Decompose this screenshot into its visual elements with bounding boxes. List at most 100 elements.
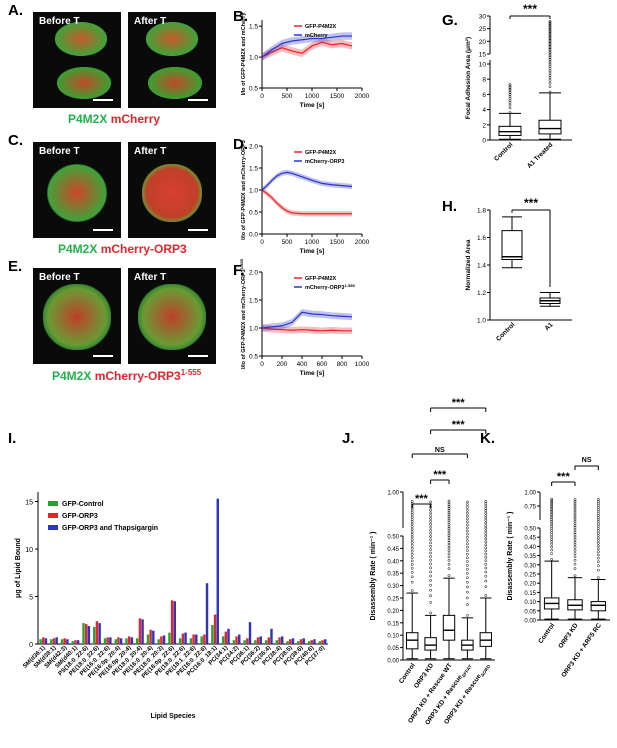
- g-control-outlier: [508, 83, 512, 86]
- outliers-0-outlier: [550, 497, 554, 501]
- outliers-1-outlier: [429, 522, 432, 526]
- outliers-2-outlier: [447, 541, 451, 545]
- g-control-outlier: [508, 106, 512, 110]
- bar-GFP-ORP3: [192, 634, 195, 644]
- y-tick-label: 15: [479, 52, 487, 59]
- outliers-2-outlier: [447, 508, 451, 512]
- outliers-0-outlier: [410, 513, 414, 517]
- g-a1-outlier: [548, 56, 552, 59]
- outliers-1-outlier: [573, 543, 577, 547]
- outliers-1-outlier: [429, 508, 432, 512]
- bar-GFP-Control: [297, 641, 300, 644]
- outliers-2-outlier: [447, 503, 451, 506]
- outliers-4-outlier: [484, 519, 488, 522]
- g-a1-outlier: [548, 79, 552, 82]
- outliers-2-outlier: [447, 562, 451, 566]
- outliers-1-outlier: [573, 498, 577, 501]
- g-a1-outlier: [548, 38, 552, 42]
- caption-red: mCherry-ORP3: [100, 242, 187, 256]
- sig-bracket-j2-label: ***: [433, 469, 447, 481]
- y-tick-label: 0.10: [524, 600, 536, 606]
- g-a1-outlier: [548, 30, 552, 34]
- outliers-3-outlier: [466, 596, 469, 600]
- g-control-outlier: [508, 93, 512, 96]
- g-control-outlier: [508, 101, 512, 104]
- outliers-2-outlier: [447, 529, 451, 533]
- y-tick-label: 1.00: [524, 491, 536, 497]
- outliers-3-outlier: [466, 523, 469, 527]
- y-tick-label: 0.15: [524, 591, 536, 597]
- bar-GFP-Control: [232, 640, 236, 644]
- outliers-4-outlier: [484, 574, 488, 578]
- outliers-1-outlier: [429, 525, 432, 529]
- outliers-3-outlier: [466, 564, 469, 567]
- outliers-4-outlier: [484, 543, 488, 547]
- outliers-0-outlier: [410, 518, 414, 521]
- bar-GFP-ORP3 and Thapsigargin: [87, 625, 91, 644]
- bar-GFP-ORP3 and Thapsigargin: [248, 622, 252, 644]
- outliers-3-outlier: [466, 517, 469, 521]
- outliers-3-outlier: [466, 572, 469, 575]
- bar-GFP-ORP3 and Thapsigargin: [130, 637, 134, 644]
- x-axis-label: Time [s]: [300, 370, 325, 377]
- g-a1-outlier: [548, 54, 552, 58]
- outliers-1-outlier: [429, 535, 432, 538]
- outliers-2-outlier: [447, 510, 451, 514]
- outliers-2-outlier: [596, 527, 600, 530]
- bar-GFP-ORP3 and Thapsigargin: [184, 632, 187, 644]
- before-label: Before T: [39, 272, 80, 283]
- bar-GFP-ORP3: [170, 600, 174, 644]
- y-tick-label: 1.6: [477, 235, 486, 242]
- g-control-outlier: [508, 87, 512, 91]
- outliers-2-outlier: [447, 552, 451, 556]
- outliers-2-outlier: [447, 527, 451, 530]
- outliers-2-outlier: [596, 553, 600, 557]
- outliers-2-outlier: [447, 536, 451, 540]
- y-axis-label: I/Io of GFP-P4M2X and mCherry: [241, 12, 247, 96]
- bar-GFP-ORP3: [74, 640, 77, 644]
- outliers-0-outlier: [550, 552, 554, 555]
- x-tick-label: 1500: [330, 239, 345, 246]
- bar-GFP-ORP3: [127, 636, 131, 644]
- g-a1-outlier: [548, 19, 552, 23]
- outliers-0-outlier: [410, 508, 414, 512]
- y-axis-label: Normalized Area: [465, 239, 472, 290]
- scale-bar: [93, 229, 113, 231]
- y-tick-label: 1.5: [249, 166, 258, 173]
- x-axis-label: Lipid Species: [150, 713, 195, 720]
- outliers-2-outlier: [447, 534, 451, 537]
- category-label: A1 Treated: [526, 141, 554, 169]
- y-tick-label: 0.40: [524, 545, 536, 551]
- outliers-2-outlier: [596, 539, 600, 542]
- outliers-0-outlier: [550, 535, 554, 539]
- after-label: After T: [134, 146, 167, 157]
- panel-letter-b: B.: [233, 8, 248, 25]
- box-Control-box: [501, 230, 523, 260]
- y-tick-label: 0.35: [524, 554, 536, 560]
- outliers-0-outlier: [550, 518, 554, 521]
- outliers-4-outlier: [484, 579, 488, 583]
- outliers-0-outlier: [410, 515, 414, 519]
- outliers-1-outlier: [429, 528, 432, 532]
- micrograph-a-before: Before T: [33, 12, 121, 108]
- outliers-2-outlier: [596, 501, 600, 505]
- outliers-4-outlier: [484, 552, 488, 556]
- bar-GFP-ORP3: [181, 633, 185, 644]
- caption-green: P4M2X: [68, 112, 108, 126]
- panel-letter-h: H.: [442, 198, 457, 215]
- outliers-0-outlier: [550, 548, 554, 552]
- before-label: Before T: [39, 146, 80, 157]
- outliers-4-outlier: [484, 546, 488, 550]
- bar-GFP-ORP3 and Thapsigargin: [259, 636, 262, 644]
- category-label: ORP3 KD: [557, 622, 579, 650]
- outliers-2-outlier: [447, 538, 451, 542]
- outliers-4-outlier: [484, 500, 488, 503]
- g-a1-outlier: [548, 40, 552, 44]
- outliers-4-outlier: [484, 509, 488, 513]
- outliers-0-outlier: [550, 519, 554, 523]
- g-a1-outlier: [548, 22, 552, 26]
- outliers-0-outlier: [550, 506, 554, 510]
- bar-GFP-ORP3 and Thapsigargin: [291, 638, 295, 644]
- bar-GFP-ORP3 and Thapsigargin: [323, 639, 327, 644]
